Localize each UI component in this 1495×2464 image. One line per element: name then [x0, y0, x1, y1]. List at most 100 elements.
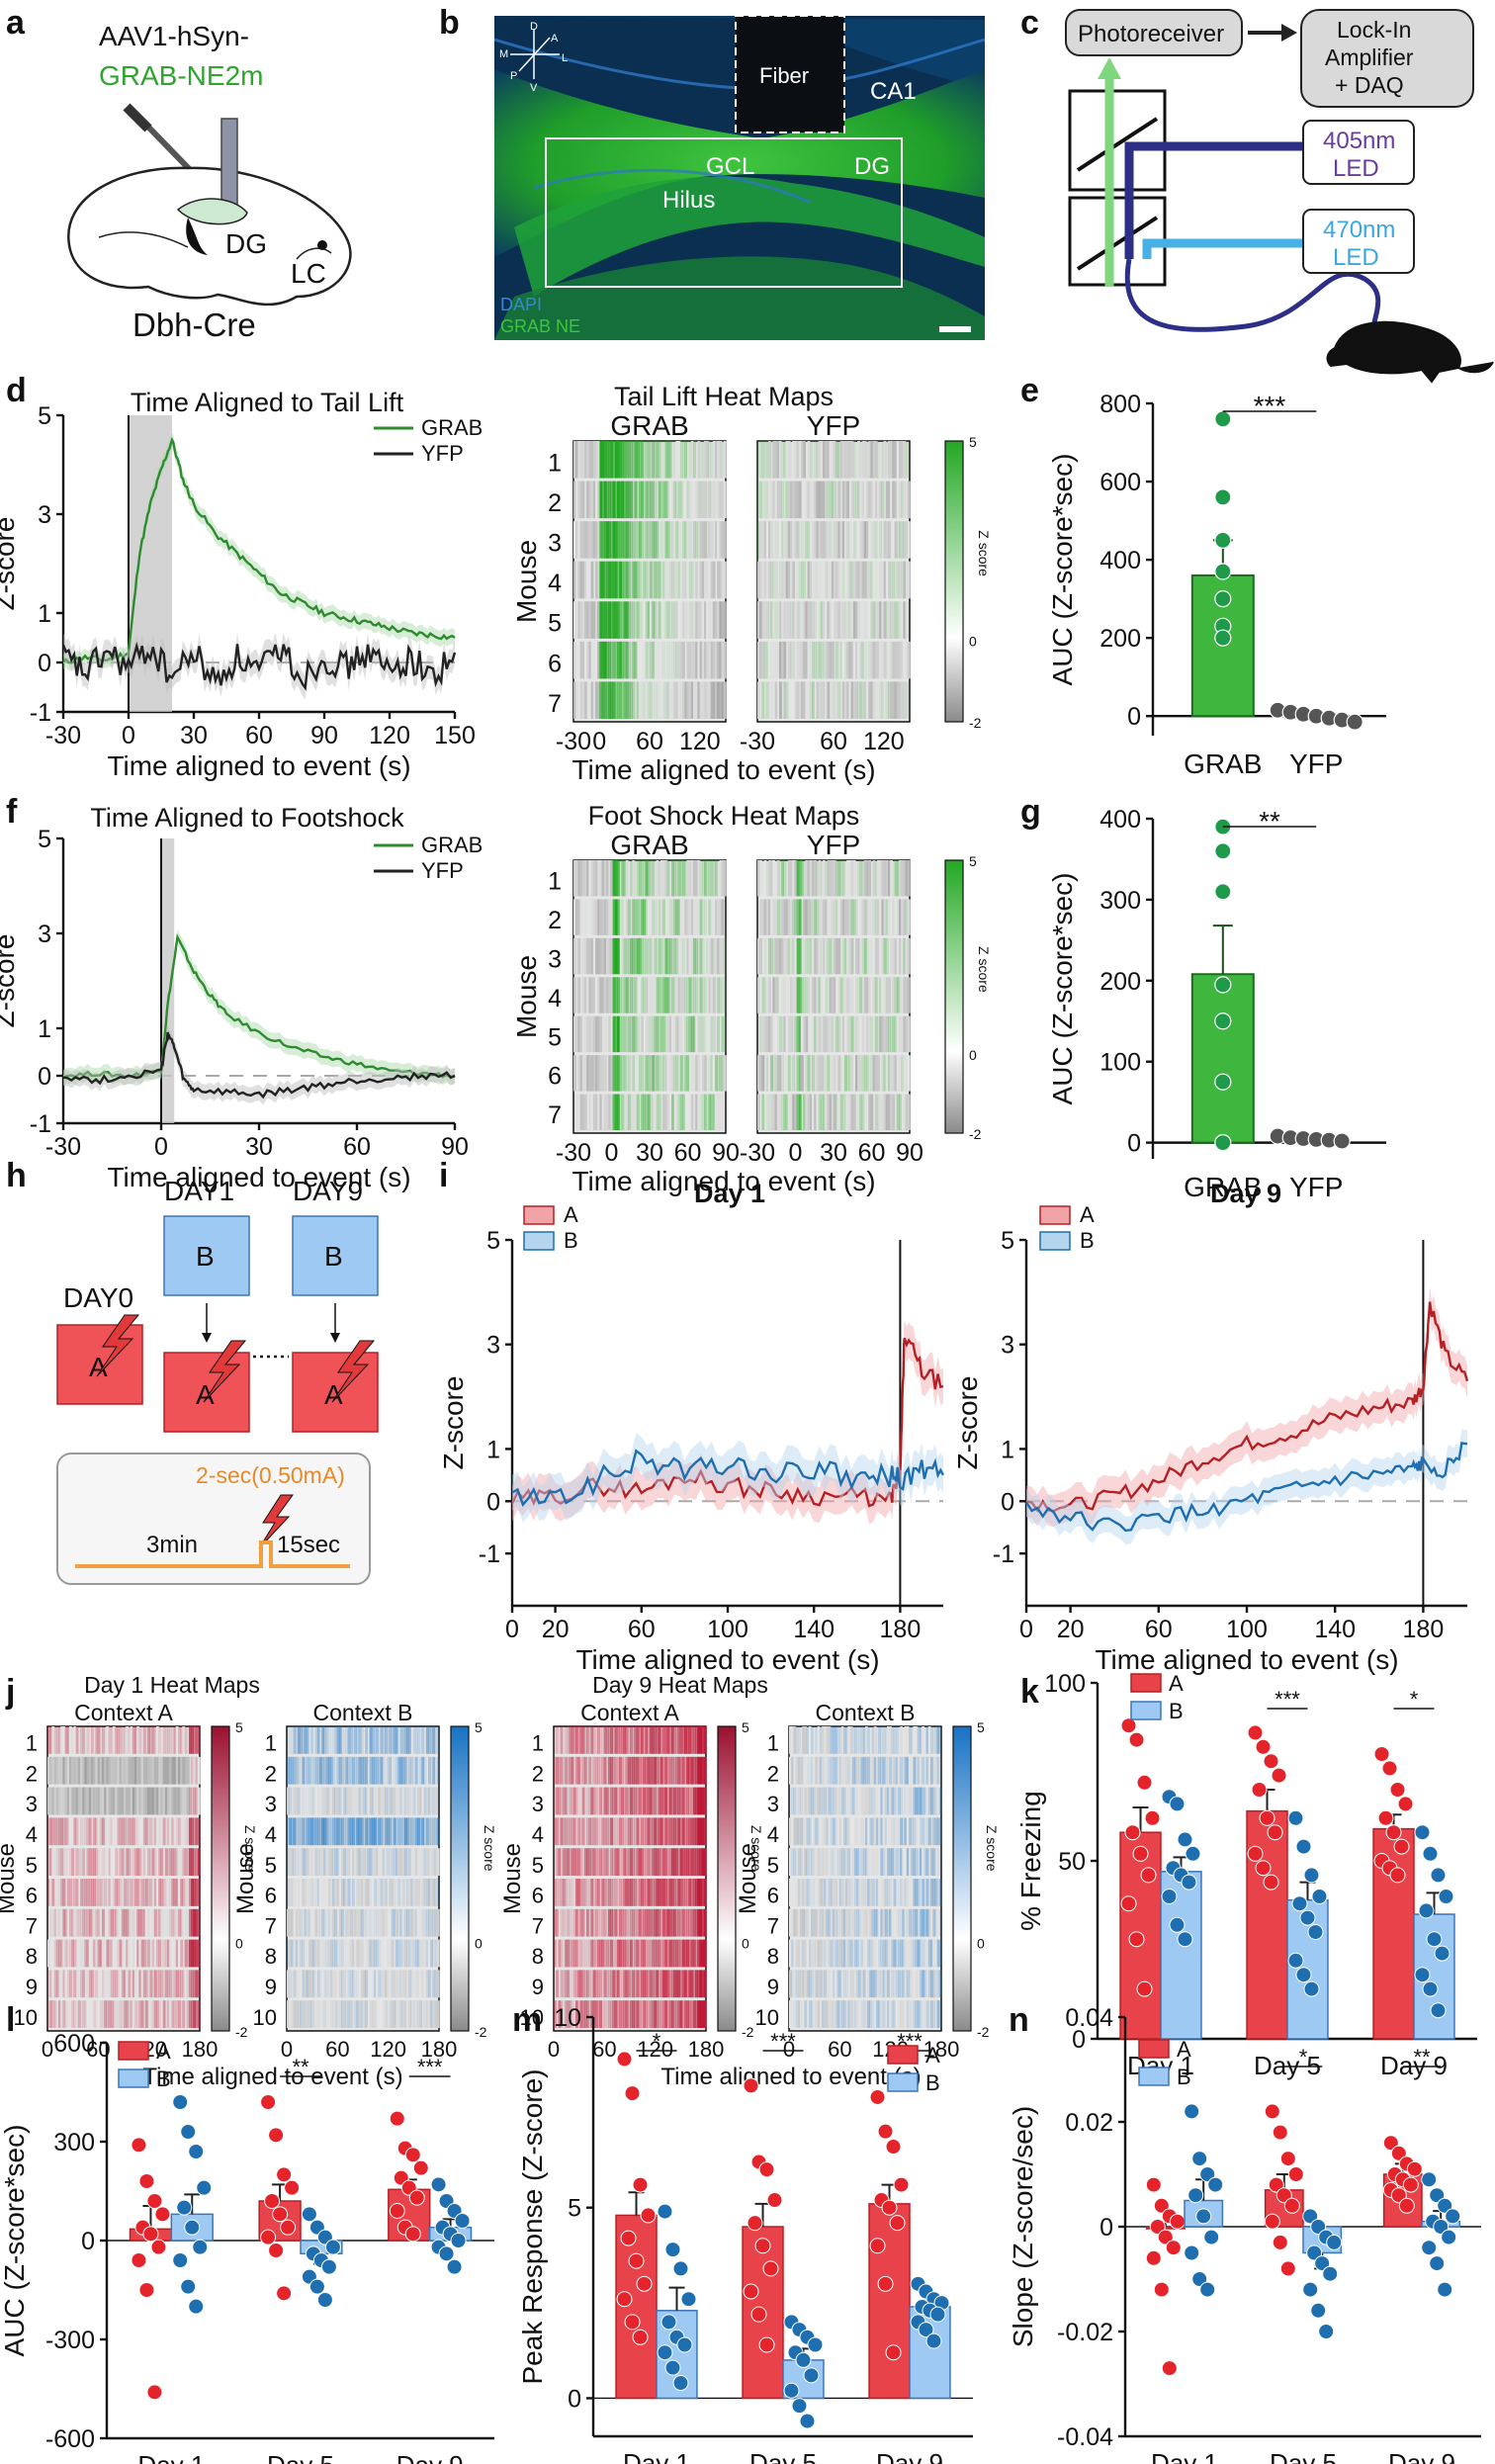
heat-cell [878, 1787, 881, 1815]
heat-cell [783, 601, 787, 639]
heat-cell [692, 1848, 696, 1876]
heat-cell [789, 1726, 792, 1754]
heat-cell [572, 1879, 576, 1906]
heat-cell [905, 899, 909, 935]
heat-cell [708, 681, 712, 719]
heat-cell [95, 1970, 99, 1998]
heat-cell [295, 1787, 299, 1815]
heat-cell [765, 937, 769, 975]
heat-cell [723, 641, 727, 679]
heat-cell [62, 1970, 66, 1998]
heat-cell [134, 1817, 137, 1846]
heat-cell [861, 899, 865, 935]
heat-cell [145, 1970, 148, 1998]
heat-cell [686, 561, 690, 599]
heat-cell [66, 1726, 70, 1754]
heat-cell [715, 681, 718, 719]
heat-cell [847, 1939, 851, 1968]
heat-cell [397, 1787, 400, 1815]
heat-cell [675, 561, 679, 599]
heat-cell [861, 1094, 865, 1130]
heat-cell [291, 1908, 295, 1937]
heat-cell [605, 1908, 609, 1937]
heat-cell [712, 481, 716, 519]
heat-cell [882, 1726, 886, 1754]
heat-cell [870, 521, 874, 559]
heat-cell [189, 1939, 192, 1968]
heat-cell [675, 1726, 678, 1754]
heat-cell [666, 937, 670, 975]
heat-cell [873, 1817, 877, 1846]
heat-cell [699, 1970, 703, 1998]
heat-cell [603, 641, 607, 679]
heat-cell [872, 641, 876, 679]
heat-cell [590, 1970, 594, 1998]
heat-cell [656, 937, 660, 975]
heat-cell [656, 1787, 660, 1815]
heat-cell [608, 641, 611, 679]
heat-cell [866, 441, 869, 479]
heat-cell [88, 1848, 92, 1876]
heat-cell [701, 860, 705, 897]
row-label: 1 [26, 1731, 38, 1756]
heat-cell [719, 681, 723, 719]
heat-cell [804, 1939, 808, 1968]
heat-cell [628, 441, 631, 479]
row-label: 5 [532, 1853, 544, 1878]
heat-cell [625, 681, 629, 719]
heat-cell [51, 1970, 55, 1998]
heat-cell [577, 561, 581, 599]
heat-cell [588, 441, 592, 479]
heat-cell [380, 1848, 384, 1876]
heat-cell [132, 1879, 135, 1906]
heat-cell [796, 521, 800, 559]
heat-cell [652, 481, 655, 519]
heat-cell [102, 1756, 105, 1785]
heat-cell [325, 1879, 329, 1906]
x-tick-label: 180 [182, 2037, 219, 2062]
heat-cell [592, 1756, 596, 1785]
heat-cell [863, 681, 867, 719]
heat-cell [588, 2000, 591, 2028]
heat-cell [124, 1970, 127, 1998]
heat-cell [693, 1055, 696, 1092]
heat-cell [789, 1756, 792, 1785]
heat-cell [612, 2000, 616, 2028]
heat-cell [839, 521, 843, 559]
heat-cell [134, 1879, 137, 1906]
heat-cell [316, 1939, 320, 1968]
heat-cell [838, 1879, 842, 1906]
heat-cell [717, 641, 720, 679]
heat-cell [658, 1817, 661, 1846]
heat-cell [630, 1879, 633, 1906]
heat-cell [654, 1879, 657, 1906]
heat-cell [647, 899, 651, 935]
heat-cell [666, 481, 670, 519]
heat-cell [795, 1726, 799, 1754]
heat-cell [792, 1015, 795, 1053]
heat-cell [193, 2000, 197, 2028]
heat-cell [798, 521, 802, 559]
heat-cell [91, 1970, 94, 1998]
heat-cell [401, 1848, 405, 1876]
heat-cell [184, 1908, 188, 1937]
heat-cell [73, 1908, 77, 1937]
heat-cell [811, 1939, 814, 1968]
heat-cell [554, 1817, 557, 1846]
heat-cell [396, 1787, 398, 1815]
heat-cell [863, 481, 867, 519]
heat-cell [761, 977, 765, 1013]
heat-cell [697, 481, 701, 519]
heat-cell [417, 1726, 420, 1754]
heat-cell [149, 1908, 153, 1937]
heat-cell [632, 977, 636, 1013]
heat-cell [793, 1939, 797, 1968]
heat-cell [873, 1939, 877, 1968]
heat-cell [871, 1879, 875, 1906]
heat-cell [401, 1939, 405, 1968]
heat-cell [180, 1939, 183, 1968]
heat-cell [872, 937, 876, 975]
heat-cell [347, 1756, 351, 1785]
colorbar-tick: -2 [475, 2024, 487, 2040]
heat-cell [643, 1817, 646, 1846]
